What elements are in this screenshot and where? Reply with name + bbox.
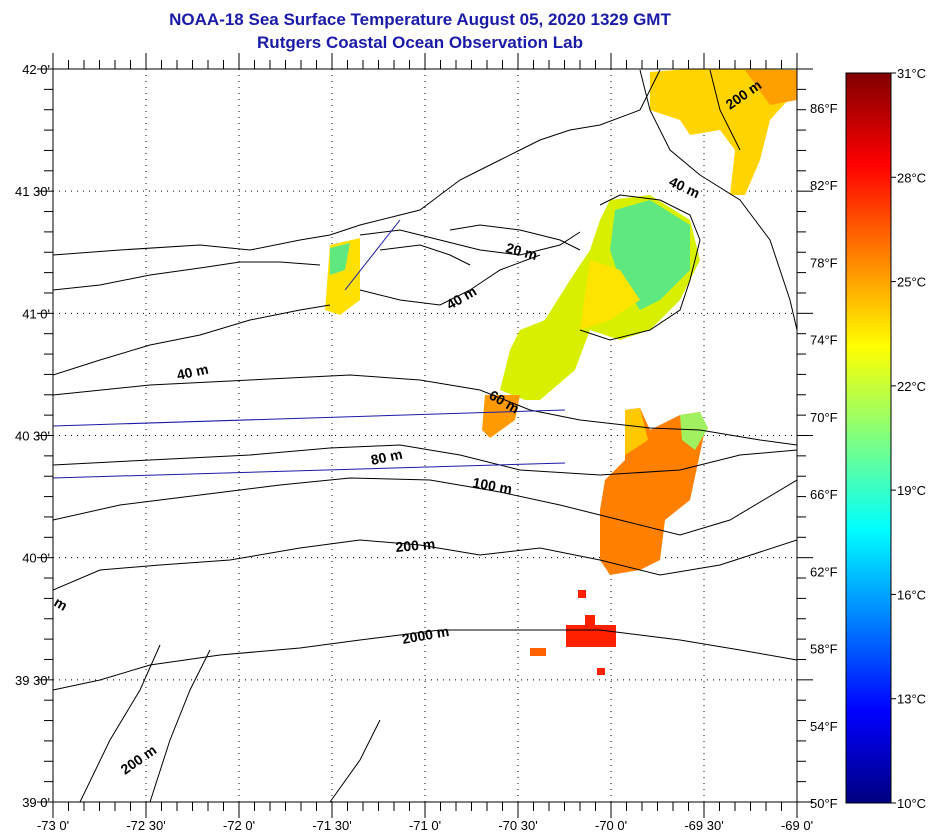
fahrenheit-label: 62°F: [810, 564, 838, 579]
contour-2000m: [53, 629, 797, 691]
sst-patch-west-small-green: [330, 243, 350, 275]
lon-tick-label: -72 30': [126, 818, 165, 832]
contour-40m-west: [53, 304, 331, 376]
celsius-label: 10°C: [897, 796, 926, 811]
map-title: NOAA-18 Sea Surface Temperature August 0…: [169, 10, 671, 29]
coastline-and-bathymetry: [53, 69, 797, 802]
contour-label: 2000 m: [401, 623, 451, 647]
sst-patch-red4: [597, 668, 605, 675]
sst-patch-red3: [578, 590, 586, 598]
celsius-label: 19°C: [897, 483, 926, 498]
celsius-label: 16°C: [897, 587, 926, 602]
lon-tick-label: -69 30': [684, 818, 723, 832]
lon-tick-label: -73 0': [37, 818, 69, 832]
lat-tick-label: 39 0': [22, 795, 50, 810]
sst-patch-south-yellow: [625, 408, 648, 455]
lon-tick-label: -70 30': [498, 818, 537, 832]
contour-label: 200 m: [395, 536, 436, 555]
celsius-label: 25°C: [897, 275, 926, 290]
lon-tick-label: -69 0': [781, 818, 813, 832]
celsius-label: 13°C: [897, 692, 926, 707]
lon-tick-label: -71 0': [409, 818, 441, 832]
fahrenheit-label: 86°F: [810, 101, 838, 116]
sst-data: [325, 69, 797, 675]
fahrenheit-label: 66°F: [810, 487, 838, 502]
fahrenheit-label: 58°F: [810, 642, 838, 657]
lat-tick-label: 40 0': [22, 551, 50, 566]
contour-20m: [359, 229, 581, 256]
contour-label: 80 m: [369, 446, 404, 468]
lat-tick-label: 39 30': [15, 673, 50, 688]
sst-patch-northeast-warm: [745, 70, 797, 105]
sst-patch-red: [566, 625, 616, 647]
coastline-connecticut: [53, 69, 661, 256]
fahrenheit-label: 82°F: [810, 178, 838, 193]
contour-80m: [53, 444, 797, 476]
fahrenheit-label: 74°F: [810, 333, 838, 348]
contour-label: 20 m: [504, 239, 539, 263]
lat-tick-label: 42 0': [22, 62, 50, 77]
sst-patch-red2: [585, 615, 595, 625]
lon-tick-label: -71 30': [312, 818, 351, 832]
contour-40m-north: [639, 69, 797, 331]
celsius-label: 31°C: [897, 66, 926, 81]
fahrenheit-label: 70°F: [810, 410, 838, 425]
contour-40m-mid: [359, 254, 541, 306]
fahrenheit-label: 54°F: [810, 719, 838, 734]
sst-patch-south-green: [680, 412, 708, 450]
lat-tick-label: 41 0': [22, 306, 50, 321]
sst-patch-northeast: [650, 69, 797, 195]
coastline-islands: [379, 224, 581, 266]
contour-label: 40 m: [667, 173, 703, 201]
coastline-cape-cod: [579, 69, 741, 341]
contour-60m: [53, 374, 797, 446]
contour-label: m: [52, 594, 71, 614]
colorbar: [845, 72, 892, 804]
contour-label: 40 m: [175, 361, 210, 383]
contour-label: 200 m: [118, 742, 160, 778]
contour-200m: [53, 539, 797, 591]
fahrenheit-label: 78°F: [810, 255, 838, 270]
contour-200m-canyon: [79, 644, 381, 802]
contour-100m: [53, 477, 797, 536]
lat-tick-label: 40 30': [15, 429, 50, 444]
lon-tick-label: -72 0': [223, 818, 255, 832]
transect-lines: [52, 219, 566, 479]
axis-ticks: [37, 53, 813, 818]
celsius-label: 28°C: [897, 170, 926, 185]
celsius-label: 22°C: [897, 379, 926, 394]
sst-patch-60m: [482, 395, 520, 438]
sst-patch-central-yellow: [580, 260, 640, 330]
contour-label: 100 m: [471, 474, 513, 497]
lon-tick-label: -70 0': [595, 818, 627, 832]
fahrenheit-label: 50°F: [810, 796, 838, 811]
sst-patch-central-green: [610, 200, 690, 310]
map-subtitle: Rutgers Coastal Ocean Observation Lab: [257, 33, 583, 52]
coastline-long-island: [53, 261, 321, 291]
lat-tick-label: 41 30': [15, 184, 50, 199]
graticule: [53, 69, 797, 802]
sst-patch-red5: [530, 648, 546, 656]
